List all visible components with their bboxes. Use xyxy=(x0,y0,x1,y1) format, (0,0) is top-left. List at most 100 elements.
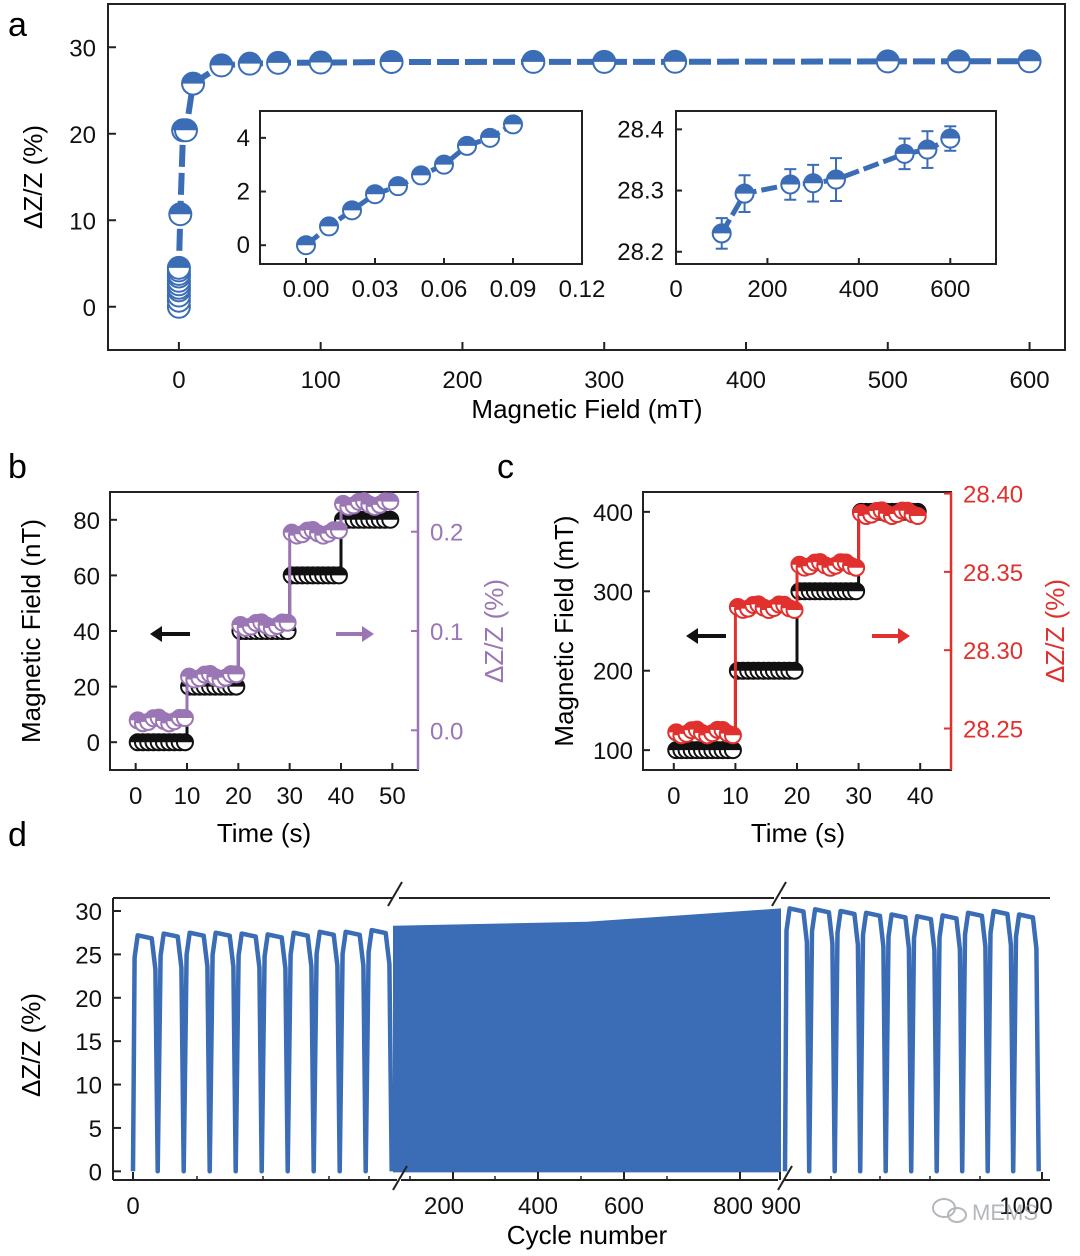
marker-fill xyxy=(481,128,499,138)
marker-fill xyxy=(382,511,399,520)
left-data-point xyxy=(723,741,742,760)
marker-fill xyxy=(380,50,403,62)
marker-fill xyxy=(238,52,261,64)
data-point xyxy=(342,200,362,221)
y-tick-label: 20 xyxy=(69,122,96,149)
x-tick-label: 900 xyxy=(761,1193,801,1220)
marker-fill xyxy=(504,115,522,125)
right-data-point xyxy=(329,521,348,540)
x-tick-label: 200 xyxy=(442,367,482,394)
marker-fill xyxy=(827,170,845,180)
data-point xyxy=(1017,49,1042,74)
y-tick-label: 2 xyxy=(237,179,250,206)
x-tick-label: 0.06 xyxy=(421,276,468,303)
chart-d: 0 5 10 15 20 25 30 0 200 400 600 800 900 1000 Cycle n… xyxy=(16,881,1053,1250)
x-tick-label: 100 xyxy=(301,367,341,394)
data-point xyxy=(663,49,688,74)
chart-a-ylabel: ΔZ/Z (%) xyxy=(18,125,48,229)
marker-fill xyxy=(169,203,192,215)
x-tick-label: 40 xyxy=(328,783,355,810)
signal-cycles-900-1000 xyxy=(782,906,1041,1174)
data-point xyxy=(266,50,291,75)
marker-fill xyxy=(343,201,361,211)
x-tick-label: 0.00 xyxy=(283,276,330,303)
y-tick-label: 400 xyxy=(593,500,633,527)
data-point xyxy=(894,143,915,164)
y-tick-label: 25 xyxy=(75,942,102,969)
marker-fill xyxy=(876,50,899,62)
chart-b-ylabel-right: ΔZ/Z (%) xyxy=(479,579,509,683)
marker-fill xyxy=(918,140,937,150)
marker-fill xyxy=(804,174,823,184)
left-data-point xyxy=(329,566,348,585)
marker-fill xyxy=(167,256,190,268)
signal-cycles-0-10 xyxy=(130,927,394,1174)
x-tick-label: 20 xyxy=(784,783,811,810)
panel-letter-a: a xyxy=(8,6,27,44)
marker-fill xyxy=(909,508,926,517)
marker-fill xyxy=(330,522,347,531)
y-tick-label: 0 xyxy=(237,232,250,259)
series-line xyxy=(304,122,515,248)
data-point xyxy=(734,183,755,204)
marker-fill xyxy=(366,185,384,195)
x-tick-label: 600 xyxy=(1010,367,1050,394)
y-tick-label: 60 xyxy=(73,563,100,590)
x-tick-label: 40 xyxy=(907,783,934,810)
data-point xyxy=(780,174,801,195)
panel-letter-c: c xyxy=(497,448,514,486)
marker-fill xyxy=(947,50,970,62)
chart-c: 0 10 20 30 40 100 200 300 400 28.25 28.30 28.35 28.4… xyxy=(549,482,1070,848)
x-tick-label: 0 xyxy=(126,1193,139,1220)
chart-a-inset-high: 0 200 400 600 28.2 28.3 28.4 xyxy=(617,110,997,303)
y-tick-label: 20 xyxy=(75,986,102,1013)
chart-a-frame xyxy=(107,3,1066,351)
right-data-point xyxy=(175,709,194,728)
data-point xyxy=(434,154,454,175)
y-tick-label: 28.4 xyxy=(617,116,664,143)
data-point xyxy=(319,216,339,237)
data-point xyxy=(826,169,846,190)
marker-fill xyxy=(895,144,914,154)
y-right-tick-label: 0.0 xyxy=(430,718,463,745)
y-tick-label: 30 xyxy=(69,35,96,62)
data-point xyxy=(940,128,961,149)
chart-a-inset-low: 0.00 0.03 0.06 0.09 0.12 0 2 4 xyxy=(237,110,605,303)
y-tick-label: 0 xyxy=(87,730,100,757)
marker-fill xyxy=(724,742,741,751)
marker-fill xyxy=(664,50,687,62)
chart-b-ylabel: Magnetic Field (nT) xyxy=(16,519,46,743)
data-point xyxy=(711,223,732,244)
data-point xyxy=(388,176,408,197)
x-tick-label: 300 xyxy=(584,367,624,394)
y-tick-label: 40 xyxy=(73,619,100,646)
chart-b: 0 10 20 30 40 50 0 20 40 60 80 0.0 0.1 0.2 Time (s) M… xyxy=(16,491,509,848)
data-point xyxy=(803,173,824,194)
axis-break-mark xyxy=(392,1165,408,1191)
y-right-tick-label: 28.25 xyxy=(963,716,1023,743)
y-tick-label: 0 xyxy=(89,1159,102,1186)
data-point xyxy=(168,202,193,227)
data-point xyxy=(166,255,191,280)
left-series-line xyxy=(673,510,921,752)
panel-letter-d: d xyxy=(8,816,27,854)
data-point xyxy=(296,235,316,256)
marker-fill xyxy=(1018,50,1041,62)
data-point xyxy=(411,165,431,186)
x-tick-label: 20 xyxy=(225,783,252,810)
data-point xyxy=(946,49,971,74)
x-tick-label: 0 xyxy=(669,276,682,303)
marker-fill xyxy=(176,710,193,719)
x-tick-label: 400 xyxy=(518,1193,558,1220)
marker-fill xyxy=(786,601,803,610)
x-tick-label: 200 xyxy=(424,1193,464,1220)
chart-d-ylabel: ΔZ/Z (%) xyxy=(16,993,46,1097)
data-point xyxy=(365,184,385,205)
right-series-line xyxy=(135,502,393,722)
data-point xyxy=(875,49,900,74)
x-tick-label: 200 xyxy=(747,276,787,303)
axis-break-mark xyxy=(777,1165,793,1191)
marker-fill xyxy=(522,50,545,62)
data-point xyxy=(237,51,262,76)
